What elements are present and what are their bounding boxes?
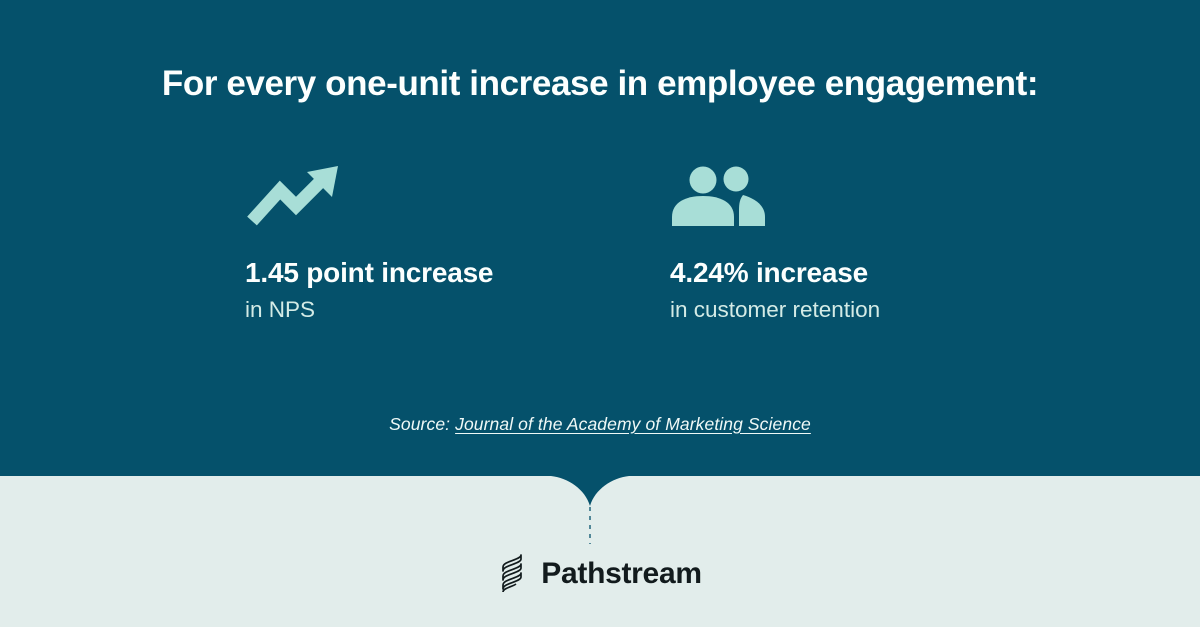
stat-value-nps: 1.45 point increase — [245, 257, 494, 288]
drip-notch — [551, 476, 629, 506]
dashed-connector — [589, 507, 591, 544]
page-title: For every one-unit increase in employee … — [161, 64, 1039, 103]
people-icon — [670, 160, 1000, 230]
stat-label-retention: in customer retention — [670, 297, 881, 322]
footer: Pathstream — [0, 476, 1200, 627]
brand-lockup: Pathstream — [0, 552, 1200, 595]
source-line: Source: Journal of the Academy of Market… — [0, 414, 1200, 435]
stat-label-nps: in NPS — [245, 297, 316, 322]
stat-nps: 1.45 point increase in NPS — [245, 160, 575, 324]
pathstream-helix-icon — [502, 554, 523, 593]
brand-name: Pathstream — [541, 556, 702, 590]
stat-retention: 4.24% increase in customer retention — [670, 160, 1000, 324]
stat-value-retention: 4.24% increase — [670, 257, 869, 288]
source-prefix: Source: — [389, 414, 456, 434]
trending-up-icon — [245, 160, 575, 230]
source-link[interactable]: Journal of the Academy of Marketing Scie… — [455, 414, 811, 434]
